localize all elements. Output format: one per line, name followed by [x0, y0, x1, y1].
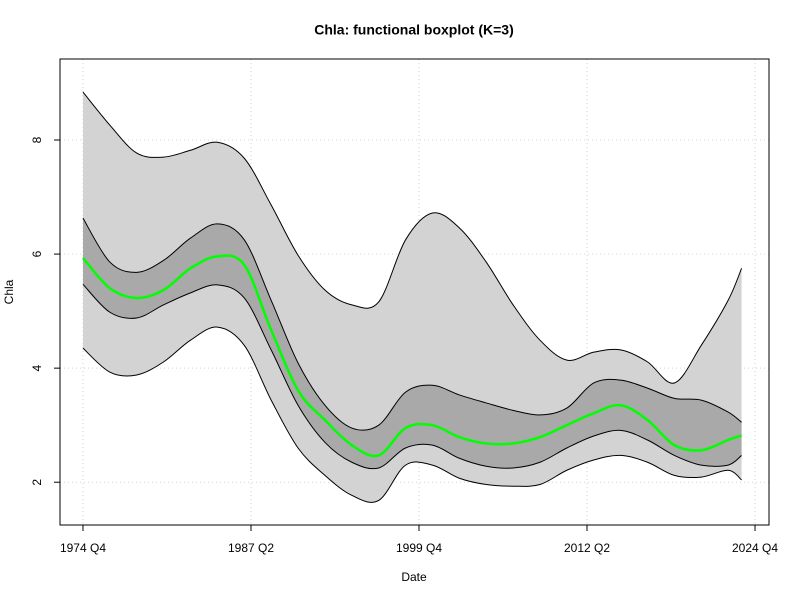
outer-lower-line	[82, 326, 742, 503]
inner-band	[82, 218, 742, 469]
median-line	[82, 254, 742, 458]
x-tick-label: 2024 Q4	[732, 541, 778, 555]
plot-frame	[59, 58, 770, 526]
inner-lower-line	[82, 283, 742, 470]
x-tick-label: 1987 Q2	[228, 541, 274, 555]
x-tick-label: 2012 Q2	[564, 541, 610, 555]
y-tick-label: 8	[30, 136, 44, 143]
x-tick-label: 1974 Q4	[60, 541, 106, 555]
x-axis-label: Date	[401, 570, 427, 584]
y-tick-label: 2	[30, 479, 44, 486]
x-tick-label: 1999 Q4	[396, 541, 442, 555]
y-tick-label: 4	[30, 364, 44, 371]
inner-upper-line	[82, 217, 742, 431]
y-axis-label: Chla	[2, 279, 16, 304]
y-tick-label: 6	[30, 250, 44, 257]
outer-upper-line	[82, 91, 743, 384]
chart-title: Chla: functional boxplot (K=3)	[314, 22, 514, 38]
